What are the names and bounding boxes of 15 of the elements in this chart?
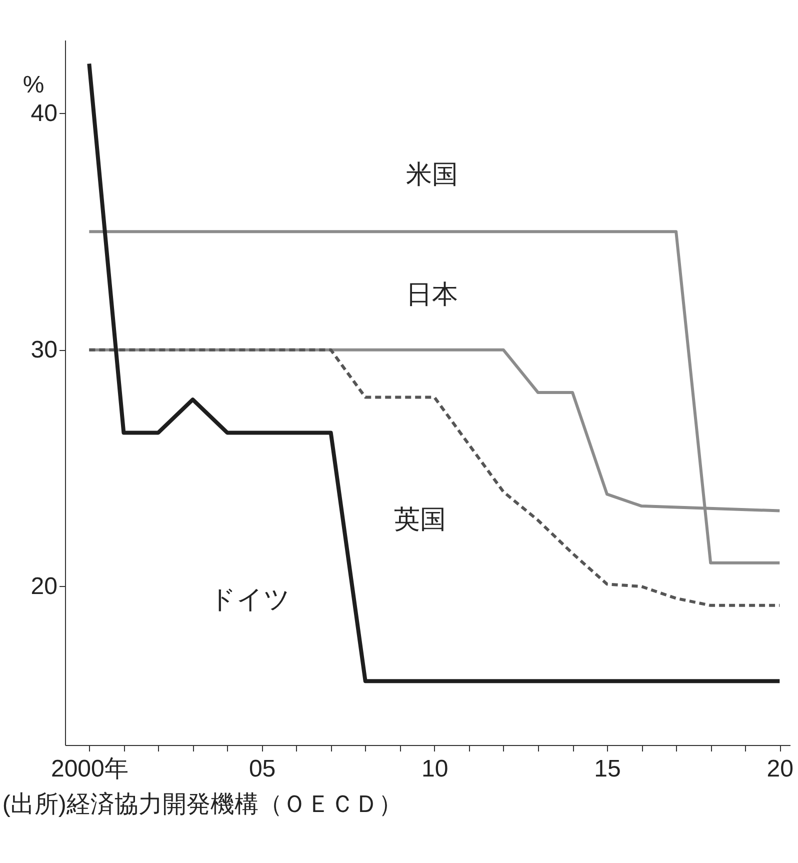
text: ドイツ [210,584,290,614]
x-tick-label: 20 [766,756,794,782]
x-tick-label: 2000年 [50,756,128,782]
x-tick-label: 15 [594,756,621,782]
y-axis-title: % [22,72,44,98]
y-tick-label: 30 [30,336,58,364]
x-tick-label: 10 [422,756,448,782]
series-label: 日本 [406,279,458,309]
series-label: 米国 [406,159,458,189]
line-series [87,62,782,684]
x-tick-label: 05 [248,756,276,782]
text: 英国 [394,504,446,534]
y-tick-label: 40 [30,100,58,127]
y-tick-label: 20 [30,572,58,600]
text: (出所)経済協力開発機構（ＯＥＣＤ） [2,791,402,818]
